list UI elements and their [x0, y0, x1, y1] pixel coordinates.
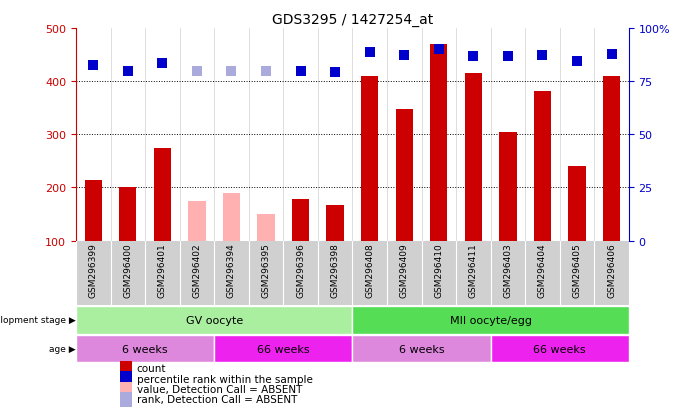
Text: GSM296402: GSM296402	[192, 243, 202, 297]
Bar	[464, 74, 482, 241]
Bar	[223, 193, 240, 241]
Text: GSM296409: GSM296409	[399, 243, 409, 298]
Text: GSM296398: GSM296398	[330, 243, 340, 298]
Bar	[533, 92, 551, 241]
Bar	[84, 180, 102, 241]
Text: GSM296404: GSM296404	[538, 243, 547, 297]
Text: 66 weeks: 66 weeks	[533, 344, 586, 354]
Text: GSM296396: GSM296396	[296, 243, 305, 298]
Text: GSM296403: GSM296403	[503, 243, 513, 298]
Text: development stage ▶: development stage ▶	[0, 316, 76, 324]
Text: GSM296410: GSM296410	[434, 243, 444, 298]
Text: GSM296395: GSM296395	[261, 243, 271, 298]
Bar	[214, 335, 352, 363]
Bar	[396, 110, 413, 241]
Bar	[257, 214, 274, 241]
Text: GSM296405: GSM296405	[572, 243, 582, 298]
Bar	[361, 77, 379, 241]
Bar	[76, 335, 214, 363]
Text: GSM296399: GSM296399	[88, 243, 98, 298]
Text: 6 weeks: 6 weeks	[399, 344, 444, 354]
Bar	[153, 148, 171, 241]
Title: GDS3295 / 1427254_at: GDS3295 / 1427254_at	[272, 12, 433, 26]
Text: rank, Detection Call = ABSENT: rank, Detection Call = ABSENT	[137, 394, 297, 404]
Text: 66 weeks: 66 weeks	[257, 344, 310, 354]
Text: GV oocyte: GV oocyte	[186, 315, 243, 325]
Bar	[76, 306, 352, 334]
Text: GSM296400: GSM296400	[123, 243, 133, 298]
Bar	[292, 200, 310, 241]
Bar	[120, 382, 133, 396]
Bar	[120, 188, 137, 241]
Text: GSM296394: GSM296394	[227, 243, 236, 298]
Bar	[352, 306, 629, 334]
Text: 6 weeks: 6 weeks	[122, 344, 168, 354]
Bar	[430, 45, 448, 241]
Bar	[491, 335, 629, 363]
Text: age ▶: age ▶	[49, 344, 76, 353]
Bar	[120, 371, 133, 386]
Text: MII oocyte/egg: MII oocyte/egg	[450, 315, 531, 325]
Text: GSM296406: GSM296406	[607, 243, 616, 298]
Bar	[499, 132, 516, 241]
Text: GSM296411: GSM296411	[468, 243, 478, 298]
Bar	[120, 392, 133, 407]
Text: value, Detection Call = ABSENT: value, Detection Call = ABSENT	[137, 384, 302, 394]
Text: percentile rank within the sample: percentile rank within the sample	[137, 374, 313, 384]
Bar	[352, 335, 491, 363]
Bar	[120, 361, 133, 376]
Text: count: count	[137, 363, 167, 373]
Text: GSM296401: GSM296401	[158, 243, 167, 298]
Bar	[327, 205, 344, 241]
Bar	[568, 167, 586, 241]
Bar	[188, 201, 206, 241]
Bar	[603, 77, 621, 241]
Text: GSM296408: GSM296408	[365, 243, 375, 298]
